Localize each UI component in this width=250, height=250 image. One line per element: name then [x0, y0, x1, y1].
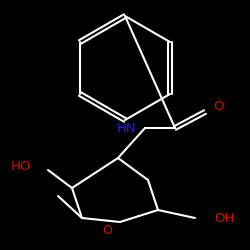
Text: HO: HO: [10, 160, 31, 173]
Text: O: O: [214, 100, 224, 112]
Text: OH: OH: [214, 212, 234, 224]
Text: HN: HN: [117, 122, 137, 136]
Text: O: O: [102, 224, 112, 237]
